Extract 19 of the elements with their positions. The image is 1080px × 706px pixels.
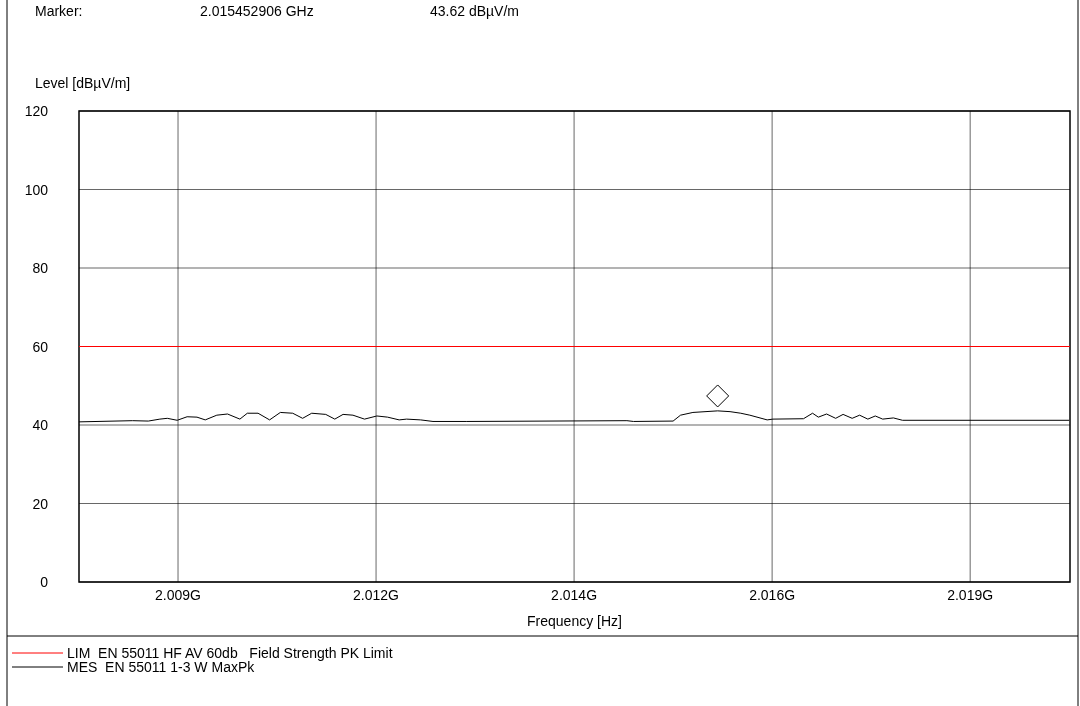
x-tick-label: 2.016G	[749, 587, 796, 603]
y-tick-label: 100	[24, 181, 49, 198]
y-tick-label: 40	[32, 417, 49, 433]
y-tick-label: 20	[32, 495, 49, 512]
y-tick-label: 120	[24, 103, 49, 119]
text: 43.62 dBµV/m	[430, 3, 520, 19]
text: 2.015452906 GHz	[200, 3, 314, 19]
legend-label: MES EN 55011 1-3 W MaxPk	[67, 659, 256, 675]
x-tick-label: 2.012G	[353, 587, 400, 603]
x-axis-title: Frequency [Hz]	[527, 613, 622, 629]
y-axis-title: Level [dBµV/m]	[35, 75, 131, 91]
x-tick-label: 2.009G	[155, 587, 201, 603]
legend-label: LIM EN 55011 HF AV 60db Field Strength PK Limit	[67, 645, 393, 661]
y-tick-label: 80	[32, 260, 49, 276]
x-tick-label: 2.014G	[551, 587, 598, 603]
y-tick-label: 0	[40, 574, 49, 590]
x-tick-label: 2.019G	[947, 587, 994, 603]
text: Marker:	[35, 3, 83, 19]
y-tick-label: 60	[32, 338, 49, 355]
